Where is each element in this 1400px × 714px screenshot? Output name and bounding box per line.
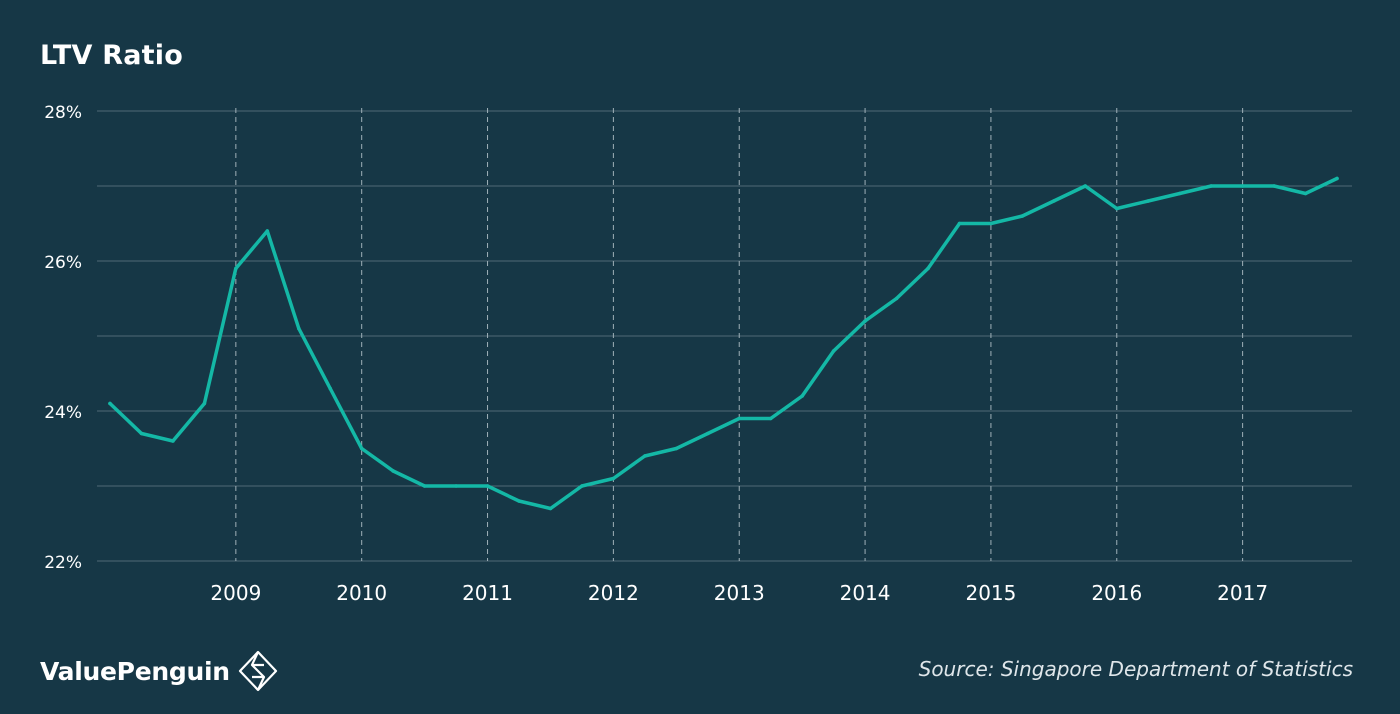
x-tick-label: 2009 — [210, 581, 261, 605]
data-point — [1303, 191, 1308, 196]
data-point — [234, 266, 238, 271]
brand-logo: ValuePenguin — [40, 650, 278, 692]
data-point — [1272, 184, 1276, 188]
data-point — [265, 229, 270, 233]
y-tick-label: 22% — [44, 553, 82, 573]
x-tick-label: 2012 — [588, 581, 639, 605]
data-point — [296, 326, 301, 331]
y-tick-label: 24% — [44, 403, 82, 423]
data-point — [957, 221, 962, 226]
y-axis-tick-labels: 22% 24% 26% 28% — [44, 103, 82, 573]
data-point — [674, 446, 679, 451]
data-point — [894, 296, 899, 301]
x-axis-tick-labels: 2009 2010 2011 2012 2013 2014 2015 2016 2017 — [210, 581, 1268, 605]
data-point — [863, 319, 867, 323]
data-point — [611, 476, 616, 481]
data-point — [800, 394, 804, 398]
data-point — [391, 469, 395, 473]
y-tick-label: 26% — [44, 253, 82, 273]
data-point — [139, 431, 144, 436]
data-point — [328, 386, 333, 391]
x-tick-label: 2017 — [1217, 581, 1268, 605]
data-point — [171, 439, 175, 443]
data-point — [643, 454, 647, 458]
x-tick-label: 2010 — [336, 581, 387, 605]
data-point — [359, 446, 364, 451]
data-point — [1209, 184, 1213, 188]
data-point — [737, 416, 742, 421]
data-point — [831, 349, 836, 353]
data-point — [926, 266, 930, 271]
data-point — [768, 416, 773, 421]
data-point — [108, 401, 112, 406]
x-tick-label: 2013 — [714, 581, 765, 605]
x-tick-label: 2014 — [840, 581, 891, 605]
data-point — [485, 484, 490, 488]
data-point — [1240, 184, 1245, 188]
y-tick-label: 28% — [44, 103, 82, 123]
x-tick-label: 2015 — [965, 581, 1016, 605]
data-point — [422, 484, 427, 488]
horizontal-gridlines — [97, 110, 1352, 562]
data-point — [202, 401, 207, 406]
data-point — [1146, 199, 1151, 203]
data-point — [1114, 206, 1119, 211]
vertical-gridlines — [235, 108, 1244, 561]
data-point — [1020, 214, 1025, 218]
data-point — [548, 506, 553, 511]
data-point — [517, 499, 521, 503]
data-point — [989, 221, 993, 226]
series-line — [108, 176, 1339, 511]
data-point — [580, 484, 584, 488]
data-point — [454, 484, 458, 488]
data-point — [1052, 199, 1056, 203]
data-point — [1177, 191, 1182, 196]
data-point — [1083, 184, 1088, 188]
x-tick-label: 2011 — [462, 581, 513, 605]
data-point — [705, 431, 710, 436]
chart-title: LTV Ratio — [40, 40, 183, 71]
source-note: Source: Singapore Department of Statisti… — [918, 657, 1353, 681]
brand-name: ValuePenguin — [40, 656, 230, 686]
series-group — [108, 176, 1339, 511]
x-tick-label: 2016 — [1091, 581, 1142, 605]
valuepenguin-diamond-icon — [238, 650, 277, 692]
data-point — [1335, 176, 1339, 181]
